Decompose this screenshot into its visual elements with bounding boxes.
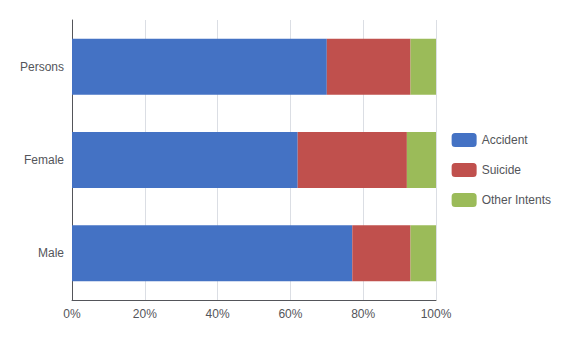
- svg-text:100%: 100%: [421, 307, 452, 321]
- svg-text:20%: 20%: [133, 307, 157, 321]
- svg-text:0%: 0%: [63, 307, 81, 321]
- svg-text:Suicide: Suicide: [482, 163, 522, 177]
- svg-text:Male: Male: [38, 246, 64, 260]
- svg-text:Female: Female: [24, 153, 64, 167]
- svg-text:Accident: Accident: [482, 133, 529, 147]
- svg-text:Other Intents: Other Intents: [482, 193, 551, 207]
- svg-text:60%: 60%: [278, 307, 302, 321]
- svg-text:Persons: Persons: [20, 60, 64, 74]
- svg-text:40%: 40%: [206, 307, 230, 321]
- svg-text:80%: 80%: [351, 307, 375, 321]
